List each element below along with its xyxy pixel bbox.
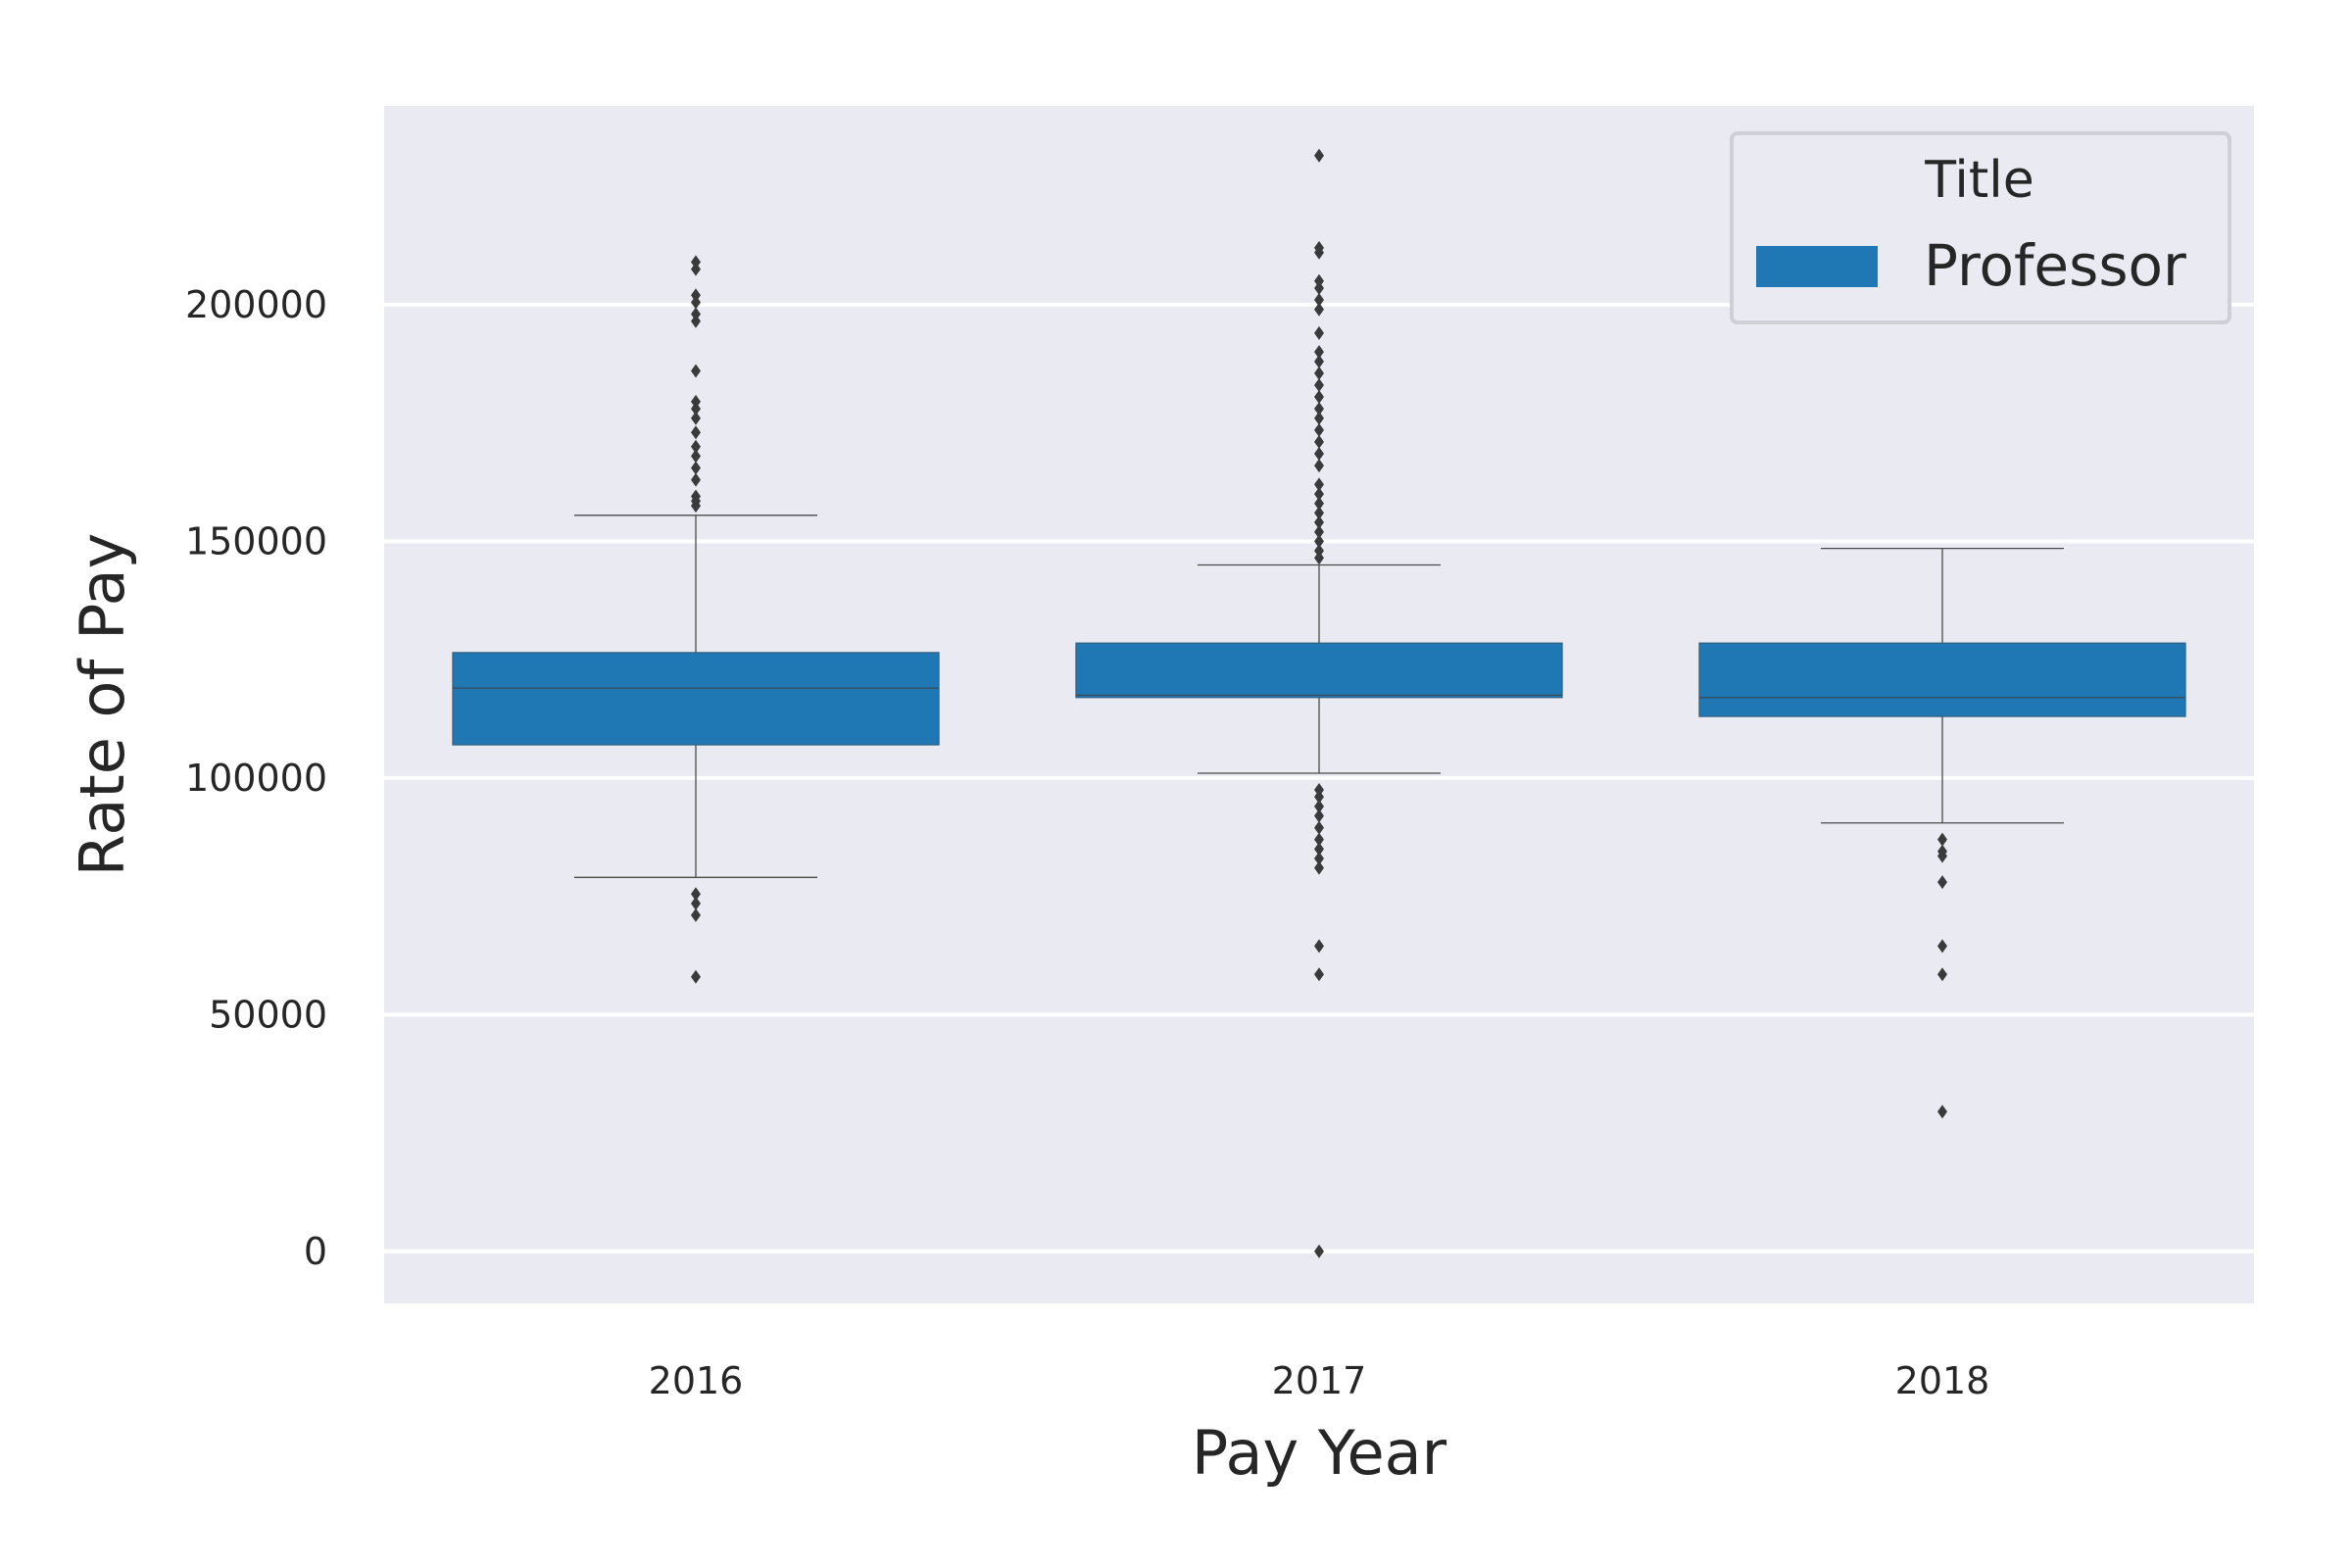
outlier-point: [1314, 544, 1324, 559]
outlier-point: [691, 295, 701, 310]
x-tick-label: 2016: [649, 1359, 744, 1402]
outlier-point: [1314, 851, 1324, 865]
outlier-point: [691, 887, 701, 902]
outlier-point: [1314, 842, 1324, 857]
outlier-point: [691, 489, 701, 504]
outlier-point: [1314, 496, 1324, 511]
outlier-point: [1314, 422, 1324, 437]
outlier-point: [1314, 1244, 1324, 1258]
y-tick-labels: 0 50000 100000 150000 200000: [185, 283, 327, 1273]
outlier-point: [1937, 875, 1947, 890]
outlier-point: [1314, 447, 1324, 462]
y-tick-label: 200000: [185, 283, 327, 326]
y-tick-label: 50000: [209, 993, 327, 1036]
outlier-point: [1314, 148, 1324, 163]
outlier-point: [691, 969, 701, 984]
y-tick-label: 100000: [185, 757, 327, 800]
outlier-point: [1314, 515, 1324, 530]
outlier-point: [691, 402, 701, 416]
outlier-point: [1314, 354, 1324, 368]
outlier-point: [1314, 782, 1324, 797]
outlier-point: [1314, 790, 1324, 805]
outlier-point: [1314, 477, 1324, 492]
legend: Title Professor: [1730, 131, 2231, 324]
outlier-point: [1314, 411, 1324, 425]
y-axis-label: Rate of Pay: [67, 533, 138, 877]
x-tick-labels: 2016 2017 2018: [649, 1359, 1990, 1402]
box-2018: [1698, 547, 2186, 824]
outlier-point: [1314, 273, 1324, 288]
outlier-point: [691, 394, 701, 409]
outlier-point: [1314, 551, 1324, 565]
outlier-point: [691, 364, 701, 378]
x-tick-label: 2017: [1272, 1359, 1367, 1402]
outlier-point: [1314, 939, 1324, 954]
outlier-point: [1314, 366, 1324, 380]
outliers: [691, 148, 1947, 1258]
outlier-point: [1314, 377, 1324, 392]
box-2017: [1075, 564, 1563, 774]
outlier-point: [1314, 345, 1324, 360]
outlier-point: [691, 907, 701, 922]
outlier-point: [1314, 506, 1324, 520]
outlier-point: [1937, 832, 1947, 847]
outlier-point: [691, 449, 701, 464]
outlier-point: [1314, 280, 1324, 295]
outlier-point: [691, 262, 701, 276]
outlier-point: [1314, 808, 1324, 823]
x-axis-label: Pay Year: [1192, 1417, 1447, 1489]
outlier-point: [691, 461, 701, 475]
outlier-point: [1314, 860, 1324, 875]
outlier-point: [691, 411, 701, 425]
outlier-point: [1937, 844, 1947, 858]
outlier-point: [1314, 524, 1324, 539]
legend-title: Title: [1924, 151, 2034, 210]
x-tick-label: 2018: [1895, 1359, 1990, 1402]
outlier-point: [1314, 402, 1324, 416]
outlier-point: [1314, 820, 1324, 835]
outlier-point: [1314, 459, 1324, 473]
legend-swatch-professor: [1756, 246, 1878, 287]
outlier-point: [1314, 967, 1324, 982]
outlier-point: [691, 314, 701, 328]
outlier-point: [691, 288, 701, 303]
legend-entry-professor: Professor: [1924, 232, 2186, 299]
outlier-point: [1314, 534, 1324, 549]
box-iqr: [1075, 642, 1563, 699]
outlier-point: [691, 425, 701, 440]
outlier-point: [691, 439, 701, 454]
outlier-point: [691, 307, 701, 321]
outlier-point: [1937, 939, 1947, 954]
outlier-point: [1314, 799, 1324, 813]
boxes: [452, 514, 2186, 878]
outlier-point: [1314, 325, 1324, 340]
outlier-point: [1314, 390, 1324, 405]
outlier-point: [1314, 434, 1324, 449]
outlier-point: [1314, 293, 1324, 308]
outlier-point: [691, 472, 701, 487]
box-iqr: [452, 652, 940, 746]
outlier-point: [691, 255, 701, 270]
outlier-point: [1314, 832, 1324, 847]
box-iqr: [1698, 642, 2186, 717]
outlier-point: [1314, 240, 1324, 255]
outlier-point: [1937, 1104, 1947, 1119]
outlier-point: [1314, 302, 1324, 317]
y-tick-label: 150000: [185, 519, 327, 563]
outlier-point: [1937, 967, 1947, 982]
y-tick-label: 0: [304, 1230, 327, 1273]
box-2016: [452, 514, 940, 878]
outlier-point: [691, 896, 701, 910]
outlier-point: [1314, 487, 1324, 502]
